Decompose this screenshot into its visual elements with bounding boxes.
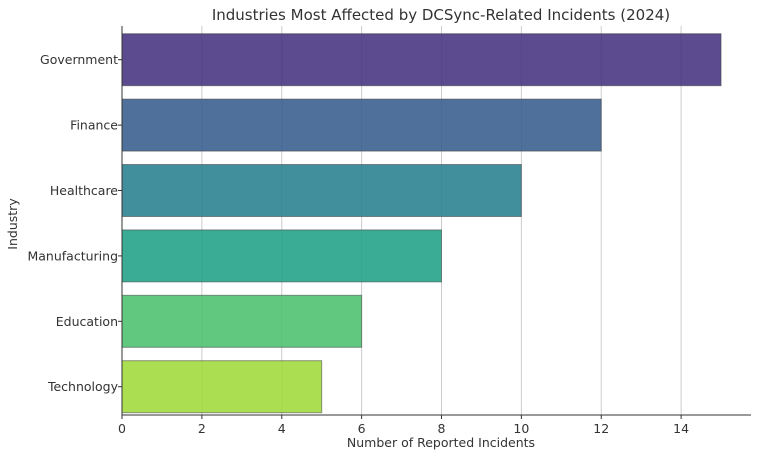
y-axis-label: Industry bbox=[5, 198, 20, 250]
x-tick-label: 10 bbox=[513, 421, 529, 436]
bar-technology bbox=[121, 360, 323, 414]
x-tick-label: 6 bbox=[358, 421, 366, 436]
chart-title: Industries Most Affected by DCSync-Relat… bbox=[212, 6, 670, 24]
x-tick-label: 14 bbox=[673, 421, 689, 436]
x-tick-label: 2 bbox=[198, 421, 206, 436]
y-tick-label-healthcare: Healthcare bbox=[50, 183, 118, 198]
y-tick-label-finance: Finance bbox=[70, 118, 118, 133]
x-tick-layer: 0 2 4 6 8 10 12 14 bbox=[118, 415, 689, 436]
x-tick-label: 12 bbox=[593, 421, 609, 436]
bar-finance bbox=[121, 98, 602, 152]
bar-manufacturing bbox=[121, 229, 442, 283]
bar-layer bbox=[121, 33, 722, 414]
y-tick-label-education: Education bbox=[56, 314, 118, 329]
x-tick-label: 0 bbox=[118, 421, 126, 436]
bar-education bbox=[121, 294, 363, 348]
bar-government bbox=[121, 33, 722, 87]
y-tick-label-government: Government bbox=[40, 52, 118, 67]
x-axis-label: Number of Reported Incidents bbox=[347, 435, 535, 450]
x-tick-label: 8 bbox=[438, 421, 446, 436]
grid-layer bbox=[201, 26, 682, 415]
y-tick-label-manufacturing: Manufacturing bbox=[27, 248, 118, 263]
y-tick-label-technology: Technology bbox=[47, 379, 119, 394]
bar-healthcare bbox=[121, 164, 522, 217]
y-tick-layer: Government Finance Healthcare Manufacturing… bbox=[27, 52, 122, 394]
x-tick-label: 4 bbox=[278, 421, 286, 436]
